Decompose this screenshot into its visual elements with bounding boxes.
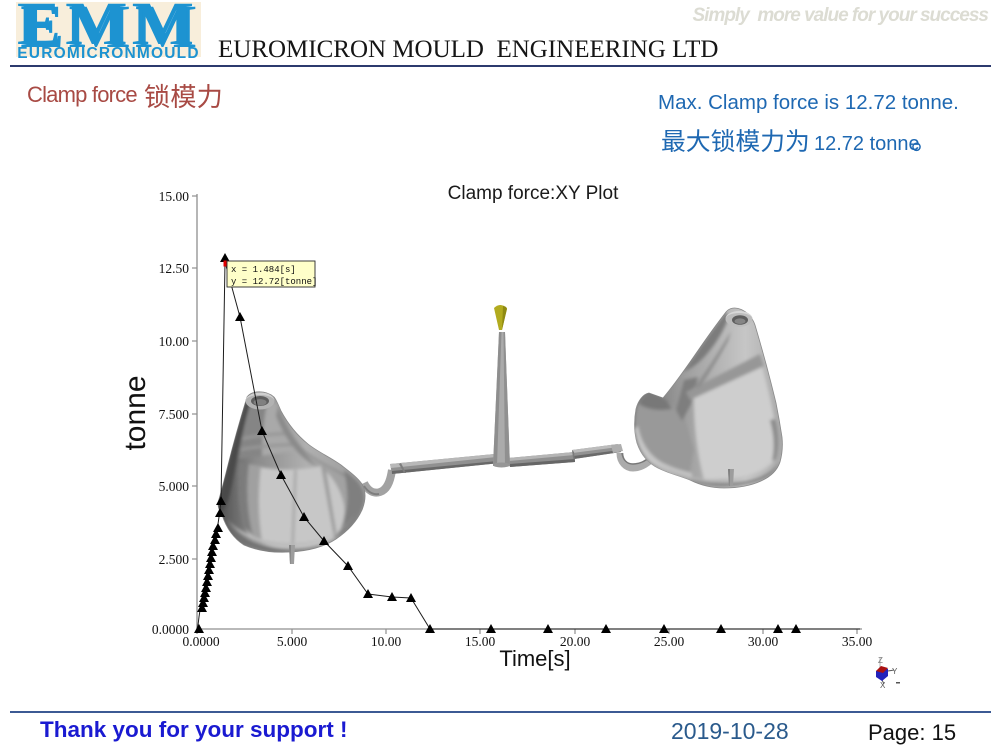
svg-text:0.0000: 0.0000 xyxy=(182,634,219,649)
svg-text:Time[s]: Time[s] xyxy=(499,646,570,671)
svg-text:10.00: 10.00 xyxy=(371,634,402,649)
svg-text:35.00: 35.00 xyxy=(842,634,873,649)
svg-text:5.000: 5.000 xyxy=(277,634,308,649)
svg-text:X: X xyxy=(880,681,886,690)
svg-text:25.00: 25.00 xyxy=(654,634,685,649)
svg-text:Y: Y xyxy=(892,667,898,676)
svg-text:0.0000: 0.0000 xyxy=(152,622,189,637)
svg-text:12.72 tonne: 12.72 tonne xyxy=(814,133,920,155)
svg-text:7.500: 7.500 xyxy=(159,407,190,422)
svg-text:20.00: 20.00 xyxy=(560,634,591,649)
svg-text:30.00: 30.00 xyxy=(748,634,779,649)
svg-text:y = 12.72[tonne]: y = 12.72[tonne] xyxy=(231,277,317,287)
svg-text:tonne: tonne xyxy=(119,375,152,450)
svg-text:5.000: 5.000 xyxy=(159,479,190,494)
svg-text:Z: Z xyxy=(878,656,883,665)
svg-text:12.50: 12.50 xyxy=(159,261,190,276)
svg-text:Clamp force:XY Plot: Clamp force:XY Plot xyxy=(448,183,619,204)
svg-text:x = 1.484[s]: x = 1.484[s] xyxy=(231,265,296,275)
svg-text:15.00: 15.00 xyxy=(465,634,496,649)
svg-text:15.00: 15.00 xyxy=(159,189,190,204)
svg-text:10.00: 10.00 xyxy=(159,334,190,349)
svg-text:2.500: 2.500 xyxy=(159,552,190,567)
